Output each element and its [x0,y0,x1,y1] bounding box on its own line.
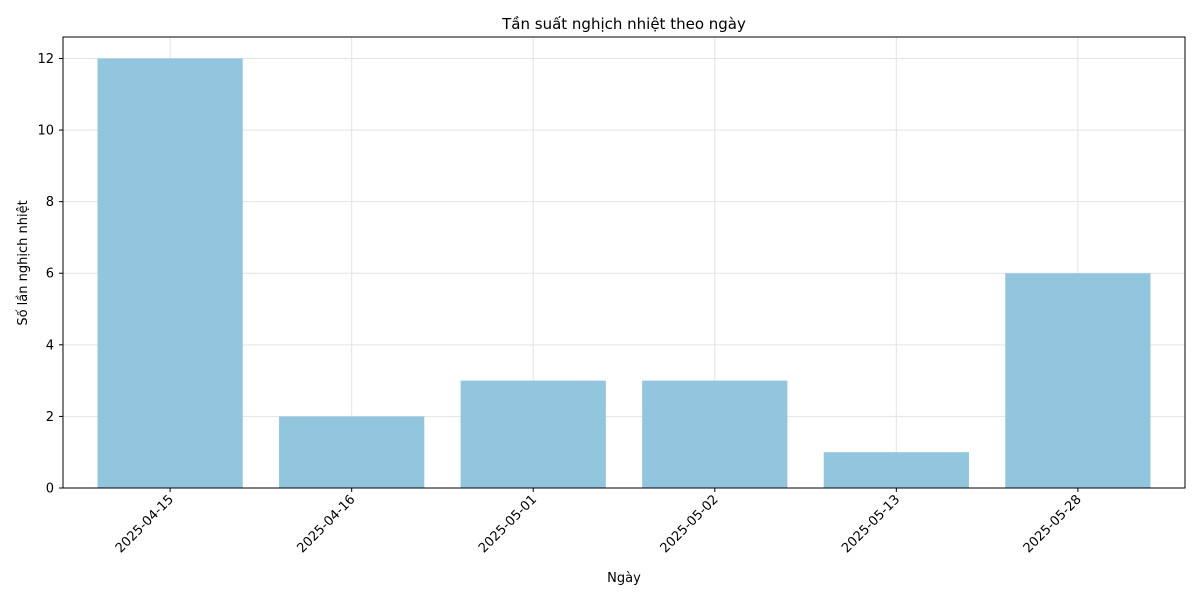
x-axis-label: Ngày [607,571,641,586]
x-tick-label: 2025-05-13 [839,492,903,556]
y-tick-label: 2 [46,410,54,425]
y-tick-label: 10 [37,124,54,139]
bar-2025-05-13 [823,452,969,488]
y-tick-label: 6 [46,267,54,282]
y-tick-label: 0 [46,482,54,497]
x-axis: 2025-04-15 2025-04-16 2025-05-01 2025-05-02… [113,488,1085,556]
y-tick-label: 8 [46,195,54,210]
plot-frame [62,36,1186,489]
bar-2025-05-28 [1005,273,1151,488]
y-tick-label: 12 [37,52,54,67]
x-tick-label: 2025-05-01 [476,492,540,556]
x-tick-label: 2025-04-15 [113,492,177,556]
y-axis-label: Số lần nghịch nhiệt [16,200,31,325]
chart-title: Tần suất nghịch nhiệt theo ngày [501,15,746,33]
bar-2025-04-15 [97,58,243,488]
x-tick-label: 2025-05-02 [658,492,722,556]
y-axis: 0 2 4 6 8 10 12 [37,52,63,497]
bars [97,58,1151,488]
y-tick-label: 4 [46,338,54,353]
bar-2025-05-02 [642,380,788,488]
x-tick-label: 2025-04-16 [294,492,358,556]
x-tick-label: 2025-05-28 [1021,492,1085,556]
bar-2025-04-16 [279,416,425,488]
bar-2025-05-01 [460,380,606,488]
